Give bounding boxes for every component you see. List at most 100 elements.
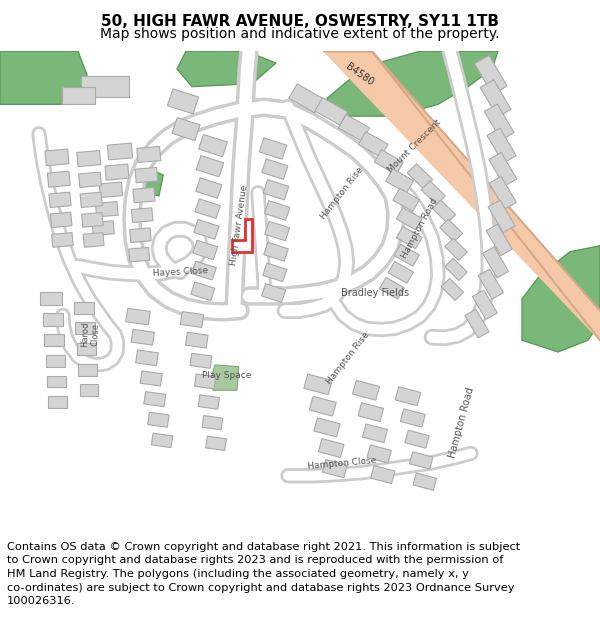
- Polygon shape: [44, 334, 64, 346]
- Polygon shape: [100, 182, 122, 198]
- Text: 50, HIGH FAWR AVENUE, OSWESTRY, SY11 1TB: 50, HIGH FAWR AVENUE, OSWESTRY, SY11 1TB: [101, 14, 499, 29]
- Polygon shape: [413, 473, 437, 491]
- Polygon shape: [265, 201, 290, 220]
- Polygon shape: [480, 80, 511, 117]
- Polygon shape: [131, 208, 153, 222]
- Polygon shape: [129, 248, 149, 262]
- Polygon shape: [232, 219, 252, 252]
- Polygon shape: [388, 261, 413, 283]
- Polygon shape: [172, 118, 200, 141]
- Polygon shape: [52, 232, 73, 248]
- Polygon shape: [262, 284, 286, 302]
- Polygon shape: [396, 226, 422, 249]
- Polygon shape: [79, 172, 101, 187]
- Text: Bradley Fields: Bradley Fields: [341, 288, 409, 298]
- Polygon shape: [478, 269, 503, 299]
- Polygon shape: [193, 240, 218, 259]
- Polygon shape: [0, 51, 87, 104]
- Polygon shape: [137, 169, 163, 196]
- Polygon shape: [394, 244, 419, 266]
- Polygon shape: [489, 152, 517, 186]
- Polygon shape: [82, 213, 103, 228]
- Polygon shape: [83, 232, 104, 248]
- Polygon shape: [191, 261, 217, 280]
- Polygon shape: [46, 355, 65, 367]
- Polygon shape: [78, 364, 97, 376]
- Text: Harod
Close: Harod Close: [80, 321, 100, 348]
- Polygon shape: [81, 76, 129, 97]
- Polygon shape: [151, 433, 173, 447]
- Polygon shape: [440, 219, 463, 242]
- Polygon shape: [315, 98, 347, 125]
- Polygon shape: [486, 224, 512, 256]
- Polygon shape: [289, 84, 323, 113]
- Polygon shape: [393, 188, 419, 211]
- Polygon shape: [62, 87, 95, 104]
- Polygon shape: [265, 221, 290, 241]
- Polygon shape: [358, 402, 383, 421]
- Polygon shape: [262, 159, 288, 179]
- Polygon shape: [181, 312, 203, 328]
- Text: High Fawr Avenue: High Fawr Avenue: [229, 184, 249, 266]
- Polygon shape: [263, 242, 289, 261]
- Polygon shape: [77, 151, 101, 167]
- Polygon shape: [441, 278, 464, 301]
- Polygon shape: [49, 192, 71, 208]
- Polygon shape: [445, 258, 467, 281]
- Polygon shape: [327, 51, 498, 116]
- Polygon shape: [433, 200, 455, 223]
- Polygon shape: [322, 459, 347, 478]
- Polygon shape: [465, 309, 489, 338]
- Text: Play Space: Play Space: [202, 371, 251, 380]
- Polygon shape: [45, 149, 69, 166]
- Polygon shape: [400, 409, 425, 427]
- Polygon shape: [47, 376, 66, 388]
- Polygon shape: [371, 466, 395, 484]
- Polygon shape: [472, 290, 497, 319]
- Polygon shape: [202, 416, 223, 430]
- Polygon shape: [105, 164, 129, 180]
- Polygon shape: [136, 350, 158, 366]
- Polygon shape: [43, 313, 63, 326]
- Text: B4580: B4580: [344, 62, 376, 88]
- Polygon shape: [40, 292, 62, 306]
- Polygon shape: [95, 202, 118, 217]
- Polygon shape: [50, 213, 72, 228]
- Polygon shape: [148, 412, 169, 428]
- Polygon shape: [475, 56, 507, 94]
- Polygon shape: [362, 424, 388, 442]
- Polygon shape: [367, 445, 391, 463]
- Polygon shape: [126, 308, 150, 325]
- Polygon shape: [74, 301, 94, 314]
- Polygon shape: [522, 246, 600, 352]
- Polygon shape: [319, 439, 344, 458]
- Polygon shape: [130, 228, 151, 242]
- Polygon shape: [206, 436, 226, 451]
- Polygon shape: [191, 282, 215, 301]
- Polygon shape: [195, 199, 220, 219]
- Polygon shape: [190, 353, 212, 368]
- Polygon shape: [135, 168, 158, 182]
- Polygon shape: [76, 322, 95, 334]
- Text: Hampton Rise: Hampton Rise: [325, 330, 371, 386]
- Polygon shape: [77, 343, 96, 355]
- Polygon shape: [396, 208, 422, 230]
- Text: Mount Crescent: Mount Crescent: [386, 118, 442, 174]
- Polygon shape: [421, 181, 445, 204]
- Polygon shape: [482, 247, 509, 278]
- Polygon shape: [185, 332, 208, 348]
- Text: Contains OS data © Crown copyright and database right 2021. This information is : Contains OS data © Crown copyright and d…: [7, 542, 520, 606]
- Text: Hampton Road: Hampton Road: [448, 386, 476, 459]
- Polygon shape: [353, 381, 379, 400]
- Polygon shape: [487, 128, 516, 163]
- Polygon shape: [79, 384, 98, 396]
- Polygon shape: [314, 418, 340, 437]
- Polygon shape: [194, 374, 216, 389]
- Polygon shape: [409, 452, 433, 469]
- Polygon shape: [137, 146, 161, 162]
- Polygon shape: [211, 365, 239, 390]
- Polygon shape: [80, 192, 102, 208]
- Text: Map shows position and indicative extent of the property.: Map shows position and indicative extent…: [100, 27, 500, 41]
- Polygon shape: [374, 150, 403, 174]
- Polygon shape: [405, 430, 429, 448]
